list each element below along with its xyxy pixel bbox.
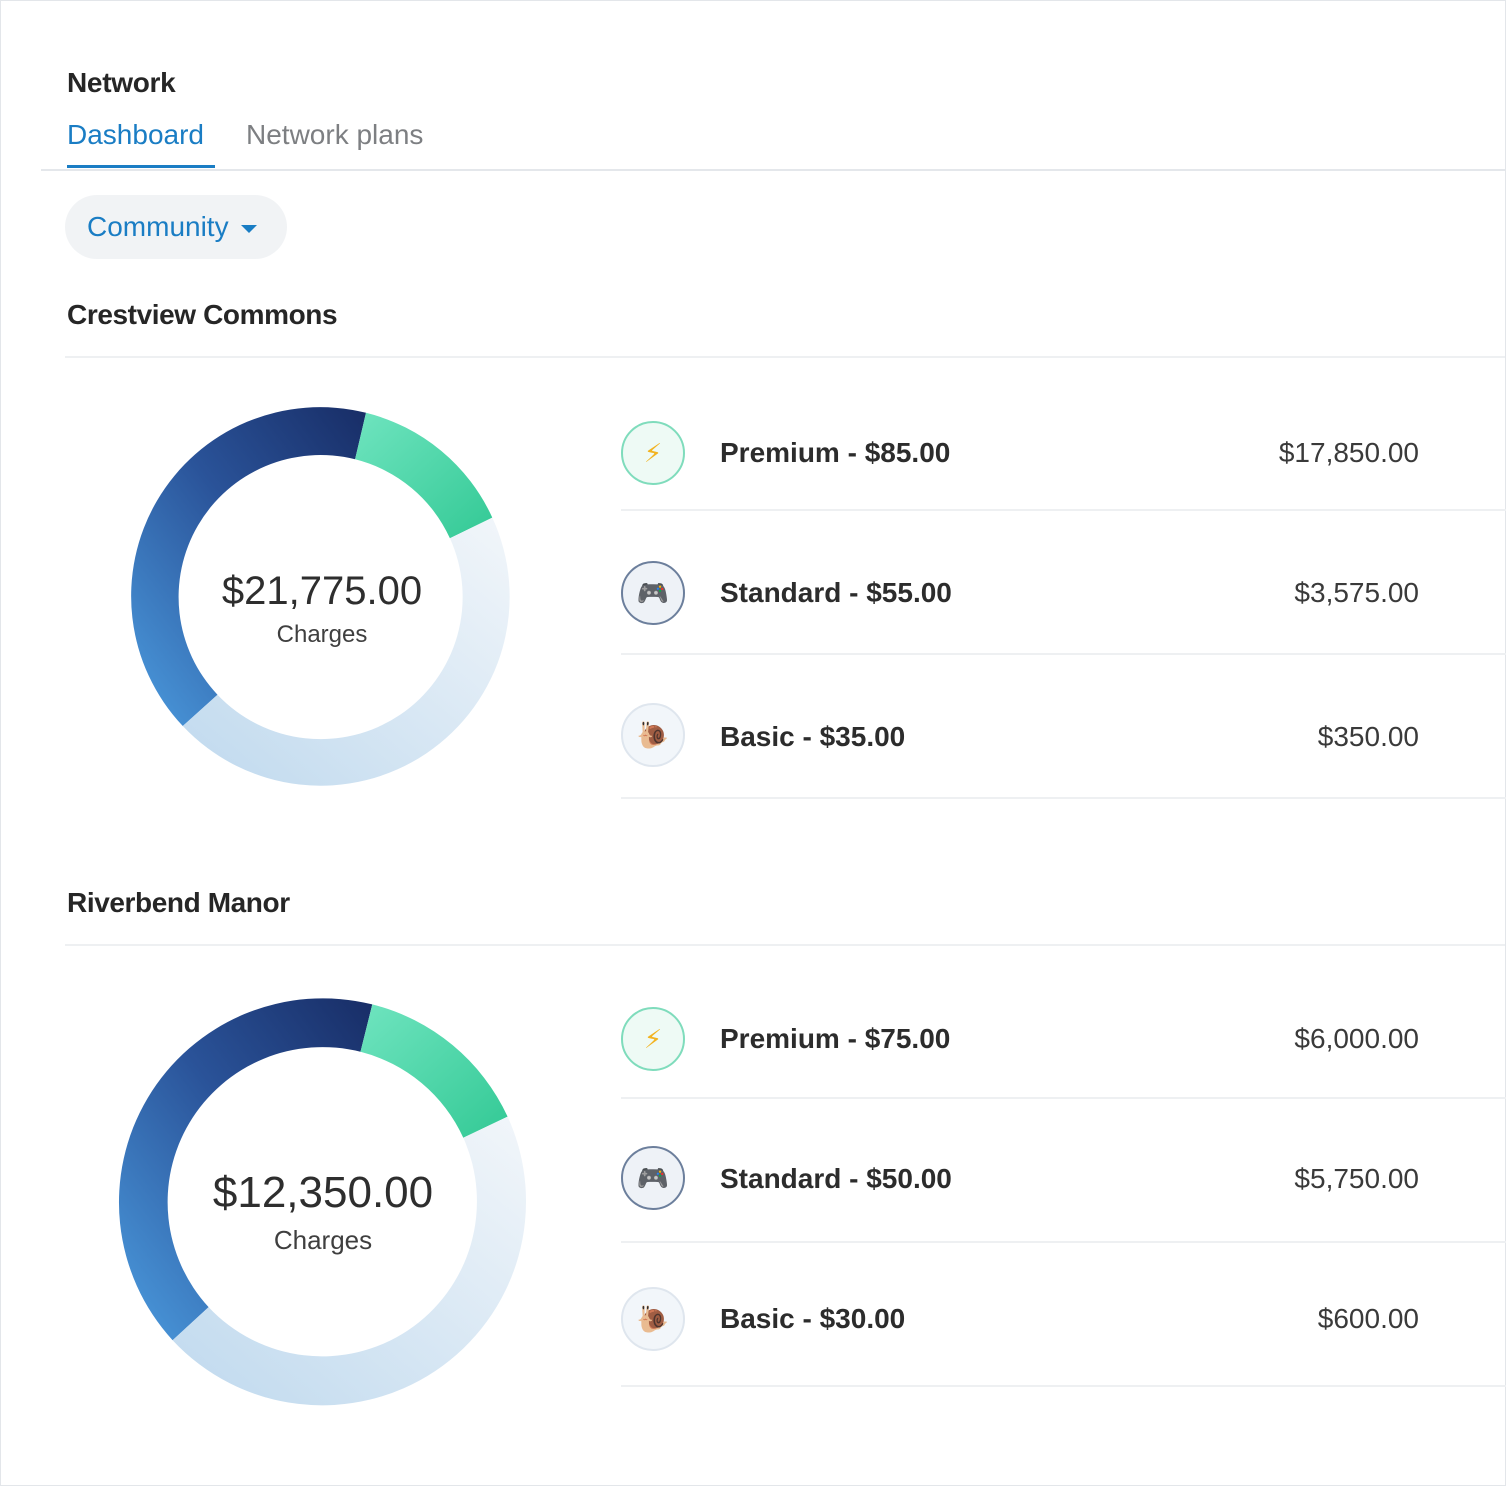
row-divider bbox=[621, 1385, 1506, 1387]
plan-amount: $600.00 bbox=[1317, 1303, 1419, 1334]
snail-icon: 🐌 bbox=[621, 703, 685, 767]
plan-name: Standard - $55.00 bbox=[720, 577, 952, 608]
donut-segment-basic bbox=[182, 517, 510, 786]
plan-amount: $350.00 bbox=[1317, 721, 1419, 752]
plan-row-standard: 🎮 Standard - $55.00 $3,575.00 bbox=[621, 511, 1506, 655]
donut-center-crestview: $21,775.00 Charges bbox=[121, 399, 523, 801]
plan-name: Premium - $85.00 bbox=[720, 437, 951, 468]
plan-row-basic: 🐌 Basic - $30.00 $600.00 bbox=[621, 1243, 1506, 1387]
plan-row-standard: 🎮 Standard - $50.00 $5,750.00 bbox=[621, 1099, 1506, 1243]
caret-down-icon bbox=[240, 224, 257, 233]
donut-segment-premium bbox=[355, 412, 493, 539]
row-divider bbox=[621, 653, 1506, 655]
plan-row-premium: ⚡ Premium - $85.00 $17,850.00 bbox=[621, 381, 1506, 525]
donut-total: $21,775.00 bbox=[221, 569, 423, 613]
donut-caption: Charges bbox=[276, 621, 368, 648]
tab-dashboard[interactable]: Dashboard bbox=[67, 119, 215, 168]
donut-center-riverbend: $12,350.00 Charges bbox=[108, 988, 538, 1418]
gamepad-icon: 🎮 bbox=[621, 1146, 685, 1210]
donut-segment-standard bbox=[118, 998, 373, 1341]
donut-segment-premium bbox=[360, 1004, 508, 1138]
plan-name: Premium - $75.00 bbox=[720, 1023, 951, 1054]
tab-bar: Dashboard Network plans bbox=[41, 117, 1505, 171]
row-divider bbox=[621, 1241, 1506, 1243]
lightning-icon: ⚡ bbox=[621, 421, 685, 485]
community-dropdown[interactable]: Community bbox=[65, 195, 287, 259]
donut-chart-crestview bbox=[131, 407, 510, 786]
row-divider bbox=[621, 797, 1506, 799]
donut-caption: Charges bbox=[273, 1225, 373, 1255]
plan-name: Basic - $30.00 bbox=[720, 1303, 906, 1334]
page-title: Network bbox=[67, 67, 176, 98]
plan-name: Standard - $50.00 bbox=[720, 1163, 952, 1194]
donut-chart-riverbend bbox=[118, 998, 527, 1406]
lightning-icon: ⚡ bbox=[621, 1007, 685, 1071]
plan-name: Basic - $35.00 bbox=[720, 721, 906, 752]
donut-segment-basic bbox=[172, 1116, 527, 1406]
row-divider bbox=[621, 1097, 1506, 1099]
plan-row-basic: 🐌 Basic - $35.00 $350.00 bbox=[621, 655, 1506, 799]
plan-amount: $5,750.00 bbox=[1294, 1163, 1419, 1194]
community-dropdown-label: Community bbox=[87, 211, 229, 242]
plan-amount: $6,000.00 bbox=[1294, 1023, 1419, 1054]
section-divider bbox=[65, 944, 1505, 946]
row-divider bbox=[621, 509, 1506, 511]
donut-total: $12,350.00 bbox=[212, 1168, 434, 1217]
donut-segment-standard bbox=[131, 407, 366, 726]
community-title-crestview: Crestview Commons bbox=[67, 299, 338, 330]
plan-amount: $3,575.00 bbox=[1294, 577, 1419, 608]
community-title-riverbend: Riverbend Manor bbox=[67, 887, 290, 918]
plan-amount: $17,850.00 bbox=[1278, 437, 1419, 468]
gamepad-icon: 🎮 bbox=[621, 561, 685, 625]
snail-icon: 🐌 bbox=[621, 1287, 685, 1351]
tab-network-plans[interactable]: Network plans bbox=[246, 119, 424, 150]
plan-row-premium: ⚡ Premium - $75.00 $6,000.00 bbox=[621, 967, 1506, 1111]
section-divider bbox=[65, 356, 1505, 358]
